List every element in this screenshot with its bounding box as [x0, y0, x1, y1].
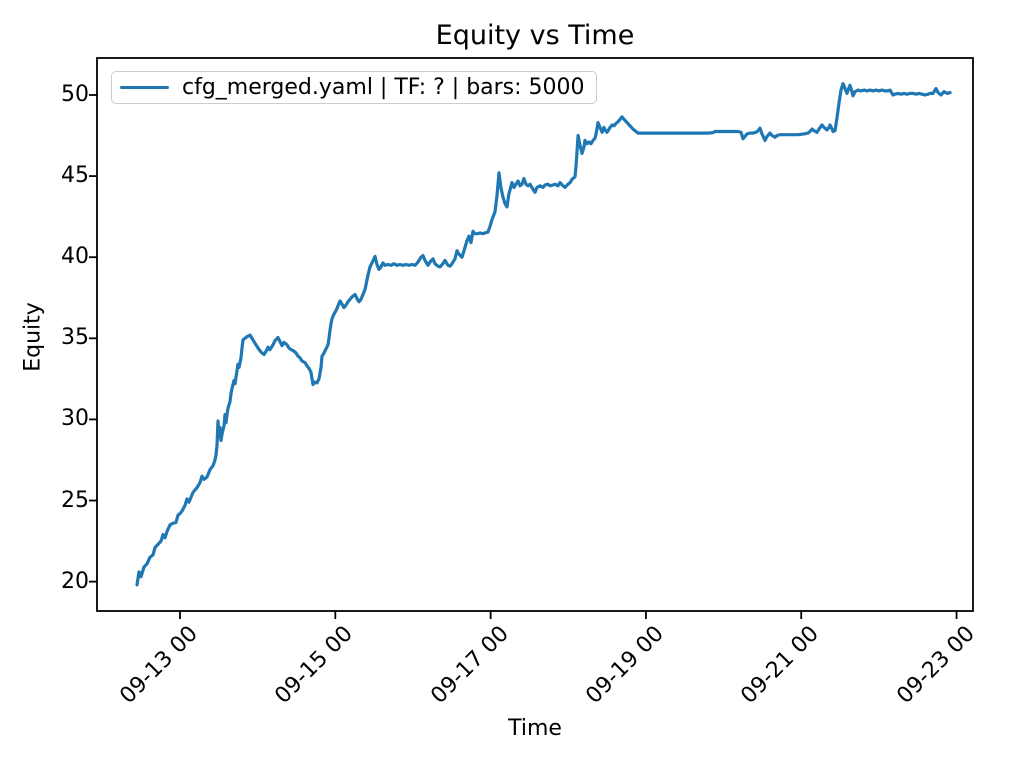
- equity-line: [135, 81, 952, 587]
- axes-frame: [96, 57, 974, 612]
